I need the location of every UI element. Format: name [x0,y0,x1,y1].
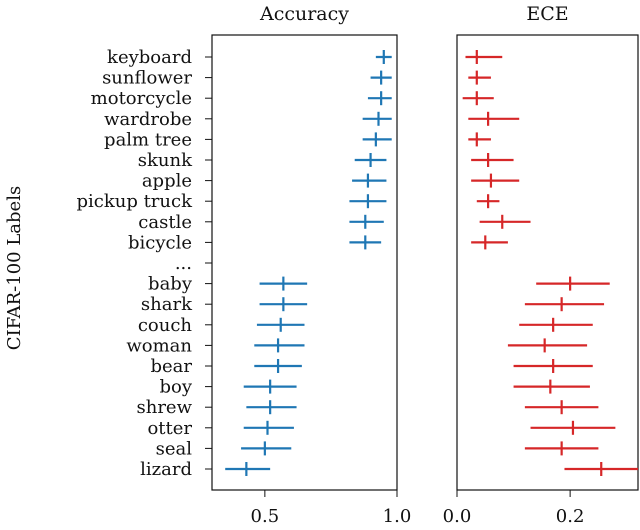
category-label-7: pickup truck [76,191,193,212]
category-label-13: couch [138,315,193,336]
category-label-20: lizard [140,459,192,480]
y-axis-label: CIFAR-100 Labels [4,186,25,350]
category-label-18: otter [147,418,192,439]
category-label-11: baby [148,274,193,295]
category-label-9: bicycle [128,232,192,253]
category-label-12: shark [141,294,193,315]
category-label-2: motorcycle [91,88,192,109]
category-label-5: skunk [138,150,193,171]
category-label-14: woman [126,335,192,356]
category-label-0: keyboard [107,47,192,68]
category-label-3: wardrobe [104,109,192,130]
panel-frame-0 [211,34,398,491]
category-label-8: castle [138,212,192,233]
category-label-15: bear [150,356,192,377]
x-tick-label-1-1: 0.2 [556,506,585,527]
category-label-10: ... [175,253,192,274]
x-tick-label-0-1: 1.0 [383,506,412,527]
x-tick-label-1-0: 0.0 [443,506,472,527]
category-label-6: apple [142,171,192,192]
x-tick-label-0-0: 0.5 [251,506,280,527]
category-label-1: sunflower [102,68,192,89]
ece-panel: ECE 0.0 0.2 [443,3,639,527]
panel-title-0: Accuracy [259,3,349,25]
panel-frame-1 [456,34,639,491]
category-label-17: shrew [137,397,193,418]
category-label-16: boy [159,377,192,398]
category-label-4: palm tree [104,129,192,150]
panel-title-1: ECE [526,3,568,25]
category-labels: keyboardsunflowermotorcyclewardrobepalm … [76,47,212,480]
category-label-19: seal [156,438,193,459]
accuracy-panel: Accuracy 0.5 1.0 [211,3,412,527]
